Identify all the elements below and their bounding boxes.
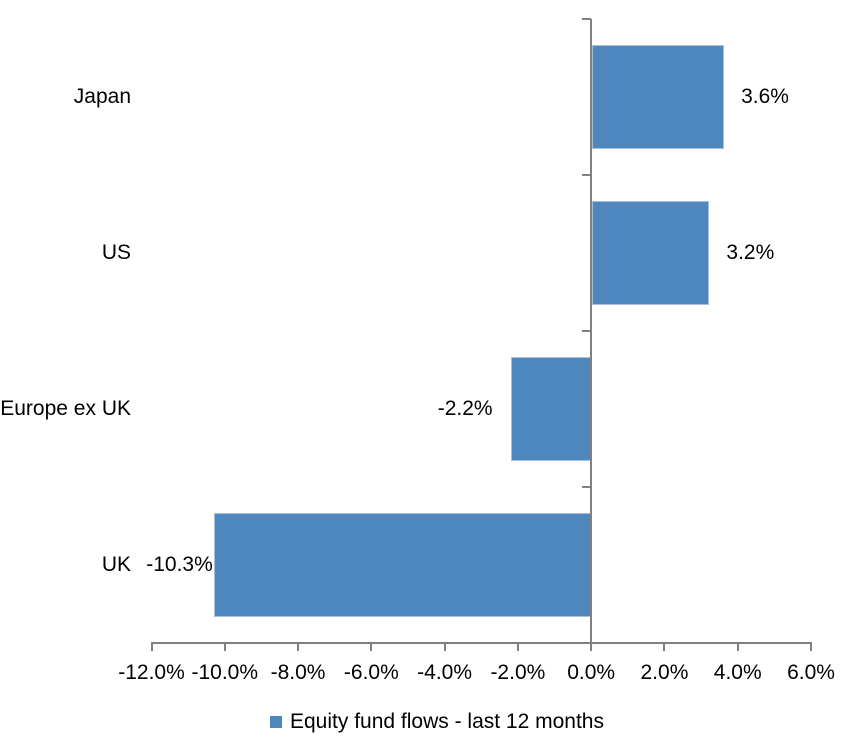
value-axis-tick-label: -10.0% [191, 661, 259, 684]
bar [592, 45, 725, 149]
value-axis-tick [297, 643, 300, 651]
category-axis-tick [582, 330, 592, 332]
category-label: UK [101, 553, 131, 576]
category-axis-tick [582, 486, 592, 488]
bar [213, 513, 592, 617]
value-axis-tick [150, 643, 153, 651]
category-label: Europe ex UK [0, 397, 131, 420]
legend-label: Equity fund flows - last 12 months [290, 710, 604, 733]
category-label: Japan [73, 85, 131, 108]
value-axis-tick-label: -2.0% [490, 661, 546, 684]
value-axis-tick-label: -6.0% [343, 661, 399, 684]
category-axis-line [590, 19, 593, 643]
legend: Equity fund flows - last 12 months [0, 709, 852, 735]
category-axis-tick [582, 18, 592, 20]
bar [592, 201, 710, 305]
bar-data-label: 3.2% [726, 241, 775, 264]
value-axis-tick [663, 643, 666, 651]
bar-data-label: -2.2% [437, 397, 493, 420]
value-axis-tick [590, 643, 593, 651]
value-axis-tick [370, 643, 373, 651]
value-axis-tick-label: -12.0% [118, 661, 185, 684]
value-axis-tick [810, 643, 812, 651]
value-axis-tick [443, 643, 446, 651]
value-axis-tick-label: -4.0% [417, 661, 473, 684]
bar [510, 357, 592, 461]
value-axis-tick-label: -8.0% [270, 661, 326, 684]
value-axis-tick-label: 6.0% [787, 661, 835, 684]
value-axis-tick-label: 0.0% [567, 661, 616, 684]
value-axis-tick-label: 4.0% [713, 661, 762, 684]
bar-data-label: -10.3% [146, 553, 213, 576]
category-axis-tick [582, 174, 592, 176]
value-axis-line [151, 642, 812, 644]
value-axis-tick [736, 643, 739, 651]
value-axis-tick-label: 2.0% [640, 661, 689, 684]
category-label: US [101, 241, 131, 264]
value-axis-tick [223, 643, 226, 651]
legend-swatch-icon [270, 716, 282, 728]
value-axis-tick [516, 643, 519, 651]
bar-data-label: 3.6% [741, 85, 789, 108]
